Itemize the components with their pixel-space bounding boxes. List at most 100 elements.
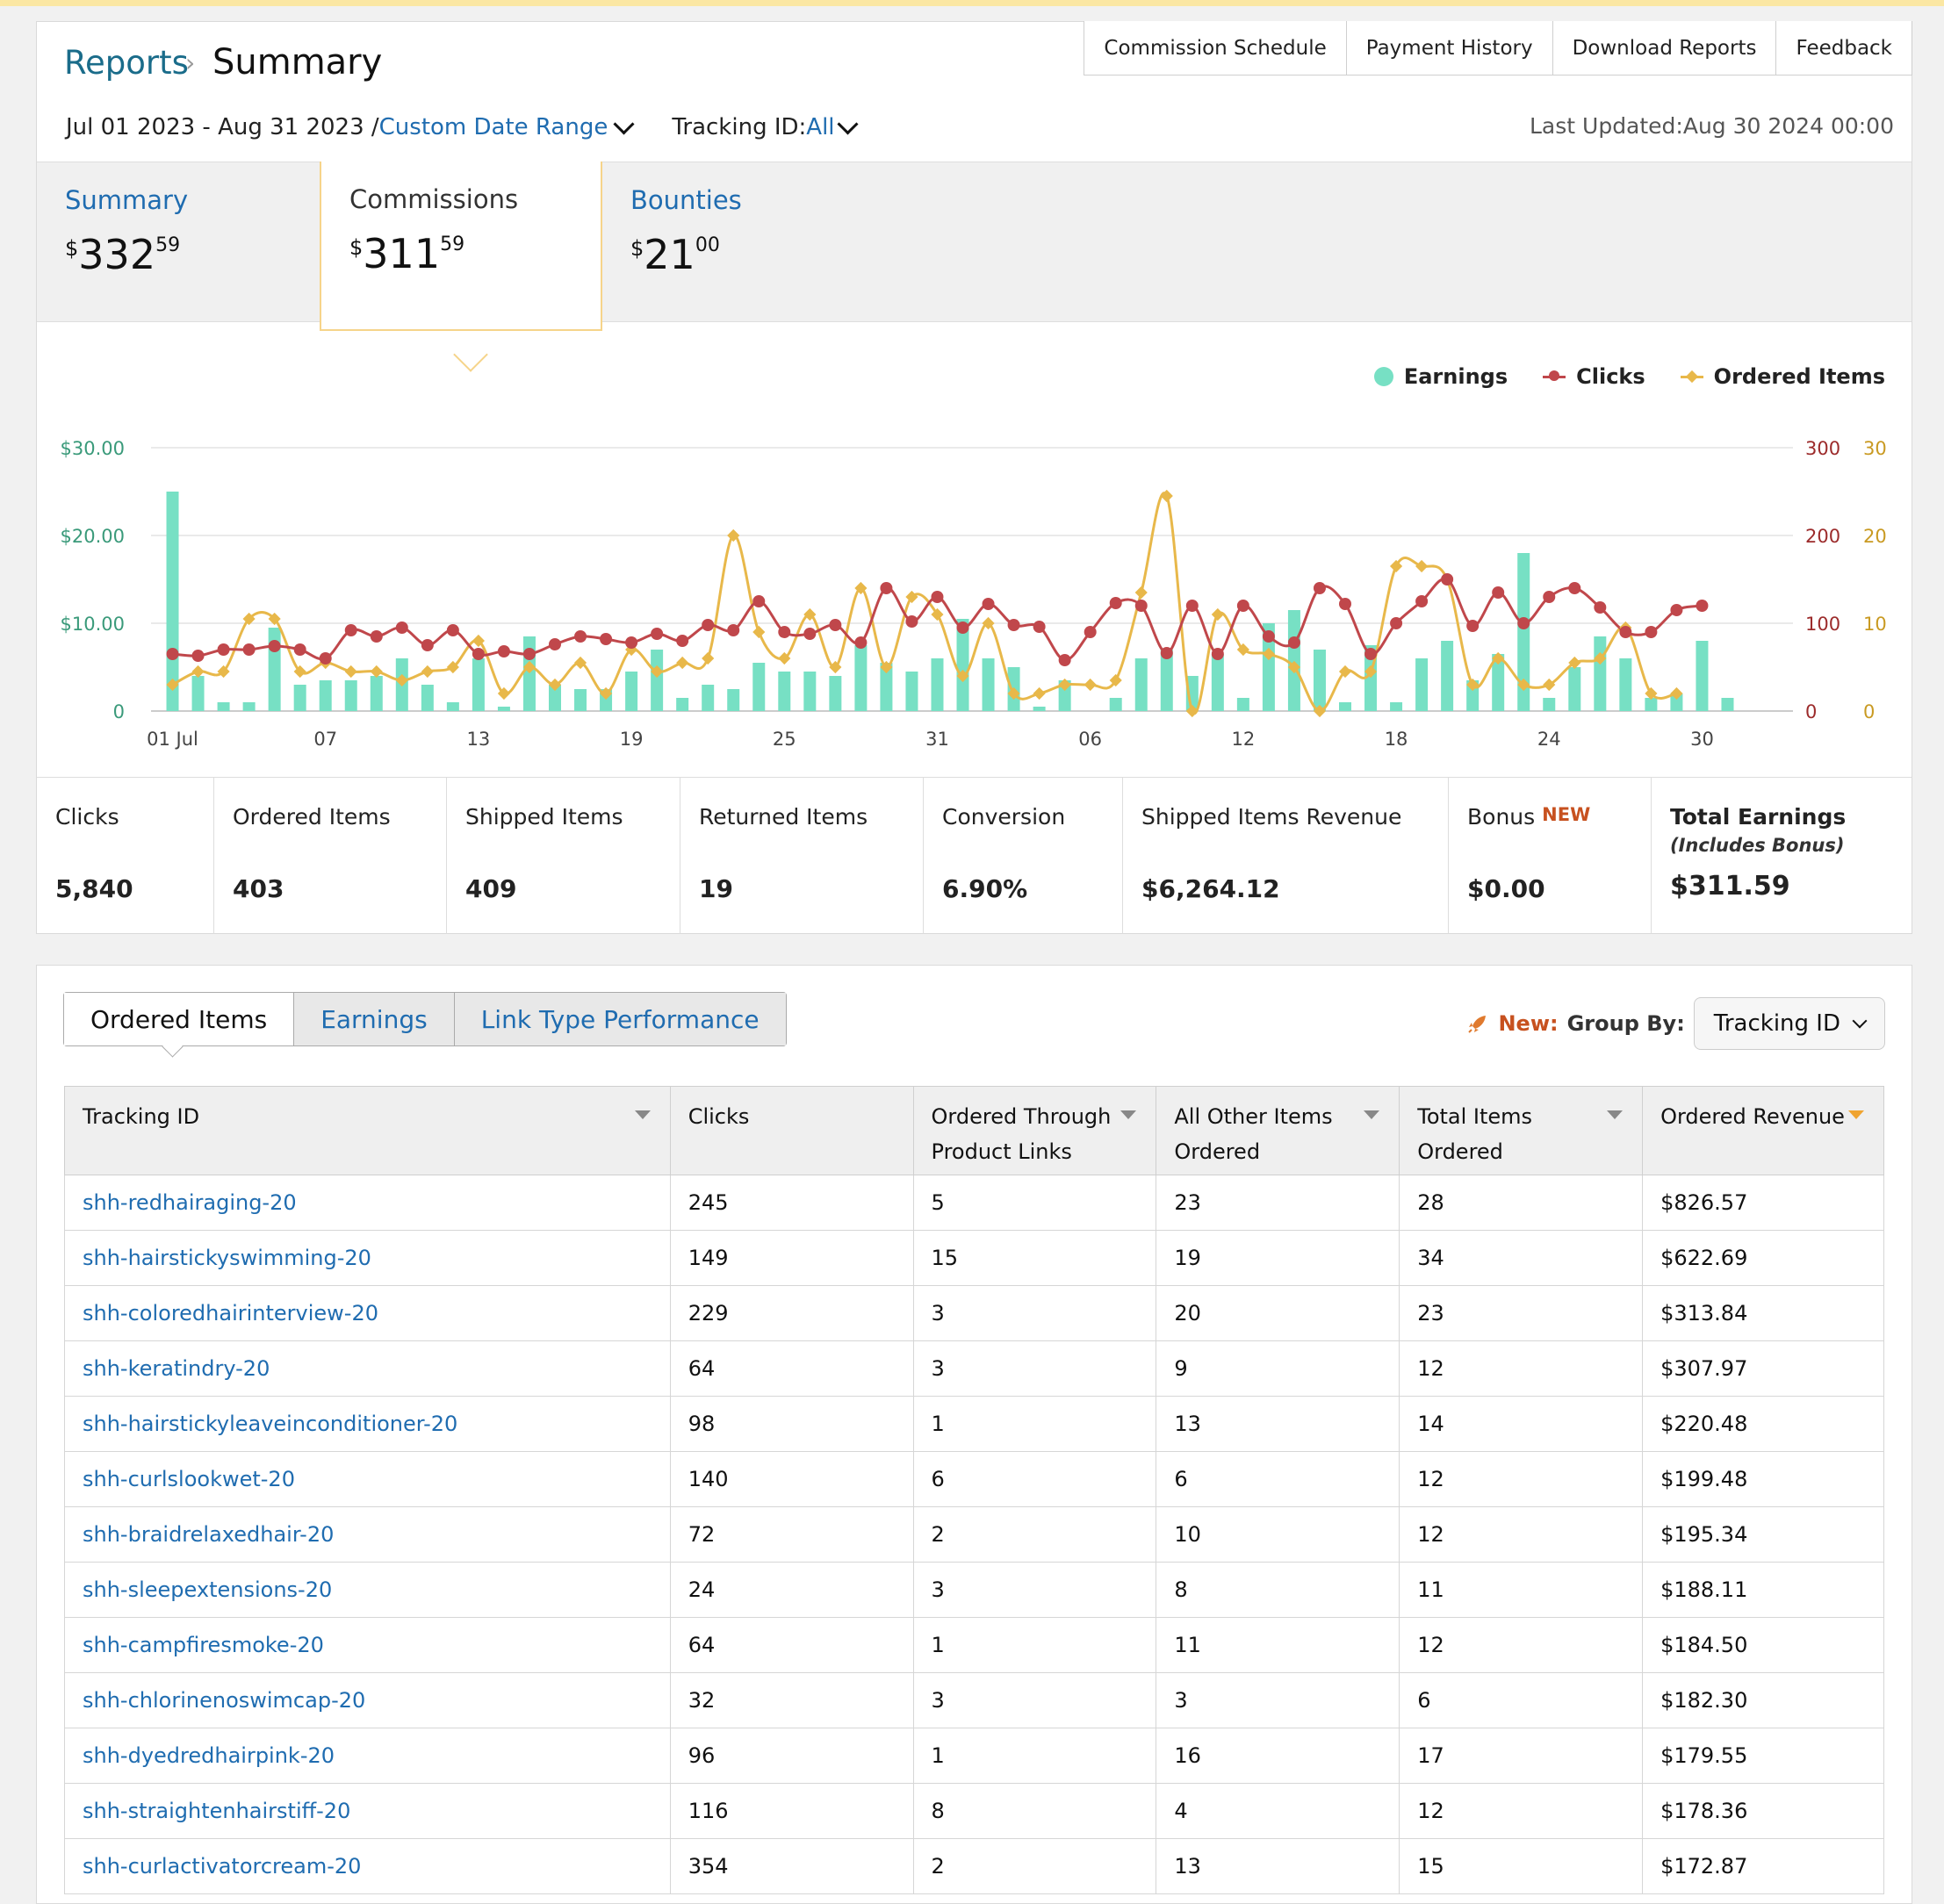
clicks-point: [1390, 617, 1403, 629]
clicks-point: [1364, 648, 1378, 660]
earnings-bar: [1594, 636, 1607, 711]
clicks-point: [166, 648, 179, 660]
sort-arrow-icon: [1120, 1110, 1137, 1119]
payment-history-tab[interactable]: Payment History: [1345, 21, 1553, 75]
tracking-id-link[interactable]: shh-campfiresmoke-20: [83, 1633, 324, 1657]
commission-schedule-tab[interactable]: Commission Schedule: [1084, 21, 1347, 75]
ordered-items-point: [1670, 686, 1683, 701]
table-cell: $307.97: [1642, 1340, 1884, 1397]
earnings-bar: [956, 619, 969, 711]
col-clicks[interactable]: Clicks: [669, 1086, 914, 1175]
table-cell: 6: [1399, 1672, 1644, 1728]
tracking-id-link[interactable]: shh-curlactivatorcream-20: [83, 1854, 362, 1879]
earnings-bar: [1415, 658, 1429, 711]
tracking-id-link[interactable]: shh-coloredhairinterview-20: [83, 1301, 378, 1326]
clicks-point: [1084, 626, 1097, 638]
commissions-tab[interactable]: Commissions $31159: [320, 162, 602, 331]
legend-ordered-items[interactable]: Ordered Items: [1680, 364, 1885, 389]
tracking-id-link[interactable]: shh-hairstickyswimming-20: [83, 1246, 371, 1270]
group-by-new-label: New:: [1498, 1011, 1559, 1036]
y-ordered-tick-label: 0: [1863, 701, 1875, 722]
stat-shipped-items: Shipped Items 409: [447, 778, 680, 934]
y-clicks-tick-label: 100: [1805, 614, 1840, 635]
col-total-items-ordered[interactable]: Total Items Ordered: [1399, 1086, 1644, 1175]
chevron-down-icon[interactable]: [836, 112, 859, 135]
col-all-other-items-ordered[interactable]: All Other Items Ordered: [1156, 1086, 1400, 1175]
earnings-bar: [549, 685, 561, 711]
earnings-bar: [522, 636, 536, 711]
clicks-point: [191, 650, 205, 662]
legend-earnings[interactable]: Earnings: [1373, 364, 1508, 389]
custom-date-range-dropdown[interactable]: Custom Date Range: [378, 114, 608, 140]
tracking-id-link[interactable]: shh-dyedredhairpink-20: [83, 1743, 335, 1768]
table-cell: 12: [1399, 1617, 1644, 1673]
clicks-point: [651, 628, 664, 640]
clicks-point: [829, 619, 842, 631]
tracking-id-link[interactable]: shh-curlslookwet-20: [83, 1467, 295, 1491]
ordered-items-point: [1058, 678, 1071, 692]
group-by-select[interactable]: Tracking ID: [1693, 997, 1885, 1050]
tracking-id-dropdown[interactable]: All: [806, 114, 835, 140]
table-row: shh-chlorinenoswimcap-20 32 3 3 6 $182.30: [64, 1672, 1884, 1728]
tracking-id-link[interactable]: shh-hairstickyleaveinconditioner-20: [83, 1412, 458, 1436]
feedback-tab[interactable]: Feedback: [1775, 21, 1912, 75]
chevron-down-icon[interactable]: [613, 112, 635, 135]
clicks-point: [574, 630, 587, 643]
breadcrumb-separator: ›: [185, 48, 196, 77]
table-cell: 23: [1156, 1175, 1400, 1231]
x-tick-label: 25: [773, 729, 796, 750]
tracking-id-link[interactable]: shh-straightenhairstiff-20: [83, 1799, 351, 1823]
earnings-bar: [472, 658, 485, 711]
tab-earnings[interactable]: Earnings: [294, 993, 455, 1045]
earnings-bar: [1517, 553, 1530, 711]
filter-row: Jul 01 2023 - Aug 31 2023 / Custom Date …: [66, 112, 864, 140]
sort-arrow-icon: [1364, 1110, 1380, 1119]
table-cell: 14: [1399, 1396, 1644, 1452]
table-cell: 64: [669, 1340, 914, 1397]
ordered-items-point: [752, 625, 766, 639]
clicks-point: [1160, 647, 1173, 659]
stat-conversion: Conversion 6.90%: [924, 778, 1123, 934]
clicks-point: [727, 624, 740, 636]
tab-link-type-performance[interactable]: Link Type Performance: [454, 993, 786, 1045]
ordered-items-point: [344, 665, 357, 679]
ordered-items-point: [573, 656, 587, 670]
table-cell: $172.87: [1642, 1838, 1884, 1894]
date-range-text: Jul 01 2023 - Aug 31 2023 /: [66, 114, 379, 140]
tab-ordered-items[interactable]: Ordered Items: [64, 993, 295, 1045]
table-cell: 4: [1156, 1783, 1400, 1839]
tracking-id-link[interactable]: shh-keratindry-20: [83, 1356, 270, 1381]
ordered-items-point: [1415, 559, 1429, 573]
bounties-tab[interactable]: Bounties $2100: [602, 162, 885, 322]
ordered-items-point: [293, 665, 306, 679]
tracking-id-link[interactable]: shh-chlorinenoswimcap-20: [83, 1688, 366, 1713]
clicks-point: [1313, 582, 1326, 594]
legend-clicks[interactable]: Clicks: [1543, 364, 1645, 389]
tracking-id-link[interactable]: shh-braidrelaxedhair-20: [83, 1522, 335, 1547]
summary-tab[interactable]: Summary $33259: [37, 162, 320, 322]
y-ordered-tick-label: 10: [1863, 614, 1887, 635]
tracking-id-link[interactable]: shh-sleepextensions-20: [83, 1577, 333, 1602]
clicks-point: [905, 615, 918, 628]
col-ordered-through-product-links[interactable]: Ordered Through Product Links: [912, 1086, 1157, 1175]
col-tracking-id[interactable]: Tracking ID: [64, 1086, 671, 1175]
table-row: shh-coloredhairinterview-20 229 3 20 23 $313.…: [64, 1285, 1884, 1341]
ordered-items-point: [370, 665, 383, 679]
report-type-tabs: Ordered Items Earnings Link Type Perform…: [63, 992, 787, 1046]
earnings-bar: [1645, 698, 1658, 711]
table-cell: 13: [1156, 1396, 1400, 1452]
table-row: shh-curlslookwet-20 140 6 6 12 $199.48: [64, 1451, 1884, 1507]
breadcrumb-reports-link[interactable]: Reports: [64, 44, 189, 82]
earnings-bar: [727, 689, 740, 711]
download-reports-tab[interactable]: Download Reports: [1552, 21, 1777, 75]
table-cell: 9: [1156, 1340, 1400, 1397]
commissions-amount: $31159: [349, 230, 465, 277]
col-ordered-revenue[interactable]: Ordered Revenue: [1642, 1086, 1884, 1175]
tracking-id-link[interactable]: shh-redhairaging-20: [83, 1190, 297, 1215]
clicks-point: [676, 635, 689, 647]
clicks-point: [421, 639, 434, 651]
table-row: shh-hairstickyleaveinconditioner-20 98 1 13…: [64, 1396, 1884, 1452]
clicks-point: [778, 626, 791, 638]
last-updated: Last Updated:Aug 30 2024 00:00: [1530, 113, 1894, 139]
ordered-items-point: [778, 651, 791, 665]
